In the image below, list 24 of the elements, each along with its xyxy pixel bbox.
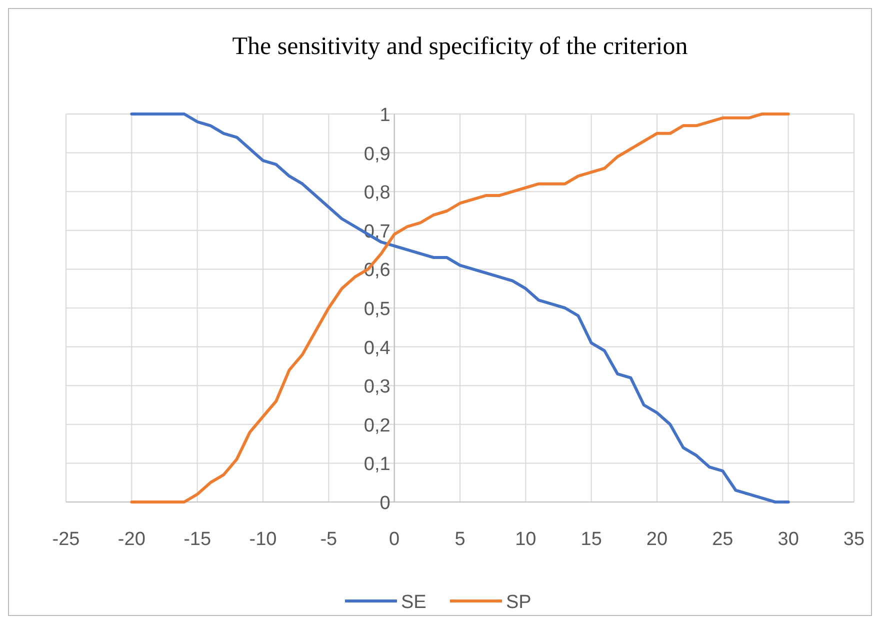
y-tick-label: 0,8: [364, 182, 390, 204]
x-tick-label: 5: [454, 529, 466, 550]
legend-label: SP: [506, 592, 532, 613]
x-tick-label: 20: [646, 529, 668, 550]
x-tick-label: 15: [580, 529, 602, 550]
chart-title: The sensitivity and specificity of the criterion: [232, 33, 688, 60]
y-tick-label: 0,3: [364, 376, 390, 398]
y-tick-label: 0: [380, 493, 390, 514]
x-tick-label: -10: [249, 529, 277, 550]
y-tick-label: 0,2: [364, 415, 390, 436]
y-tick-label: 0,4: [364, 338, 391, 359]
legend-label: SE: [401, 592, 426, 613]
x-tick-label: -20: [118, 529, 146, 550]
y-tick-label: 0,5: [364, 299, 390, 320]
x-tick-label: 30: [778, 529, 799, 550]
y-tick-label: 0,1: [364, 454, 390, 476]
x-tick-label: 25: [712, 529, 734, 550]
x-tick-label: -15: [184, 529, 212, 550]
y-tick-label: 0,9: [364, 144, 390, 165]
x-tick-label: -5: [320, 529, 338, 550]
x-tick-label: 10: [515, 529, 536, 550]
x-tick-label: 35: [843, 529, 865, 550]
y-tick-label: 1: [380, 105, 390, 126]
x-tick-label: -25: [52, 529, 80, 550]
